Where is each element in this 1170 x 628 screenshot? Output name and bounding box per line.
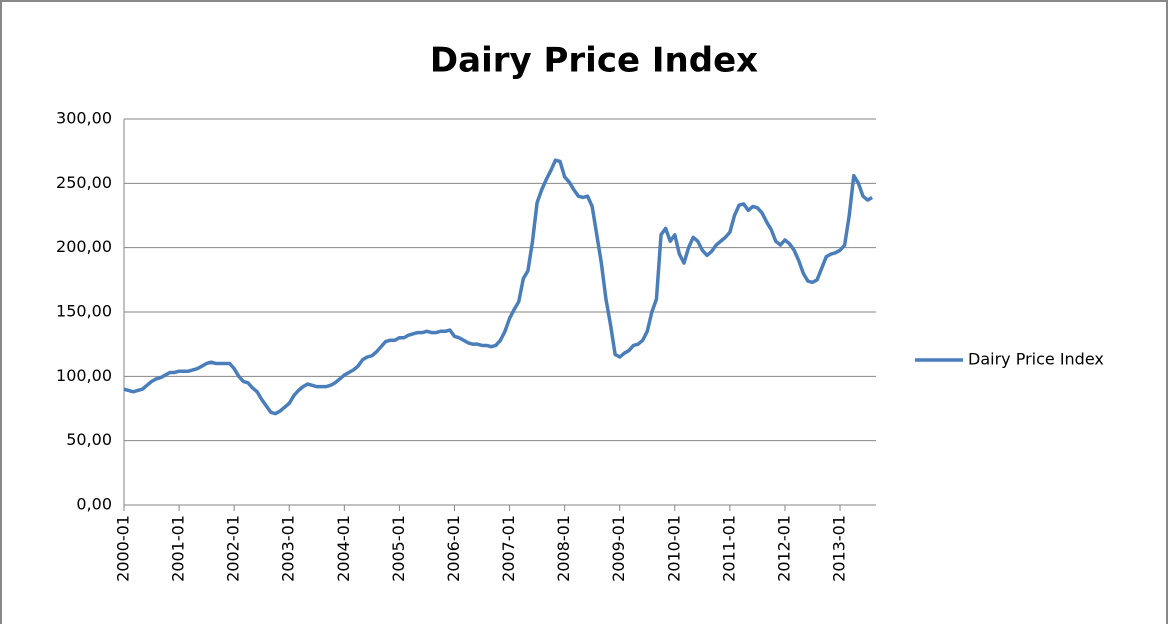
x-tick-label: 2009-01 [609,515,628,582]
x-tick-label: 2000-01 [114,515,133,582]
y-tick-label: 0,00 [76,495,112,514]
x-tick-label: 2012-01 [774,515,793,582]
data-line [123,158,874,416]
x-tick-label: 2001-01 [169,515,188,582]
x-tick-label: 2003-01 [279,515,298,582]
chart-title: Dairy Price Index [430,41,758,81]
y-tick-label: 200,00 [56,237,112,256]
x-tick-label: 2011-01 [719,515,738,582]
x-tick-label: 2005-01 [389,515,408,582]
y-tick-label: 150,00 [56,302,112,321]
x-tick-label: 2004-01 [334,515,353,582]
y-tick-label: 250,00 [56,173,112,192]
x-tick-label: 2008-01 [554,515,573,582]
y-tick-label: 50,00 [66,430,112,449]
x-tick-label: 2006-01 [444,515,463,582]
y-tick-label: 300,00 [56,109,112,128]
x-tick-label: 2010-01 [664,515,683,582]
x-tick-label: 2002-01 [224,515,243,582]
y-tick-label: 100,00 [56,366,112,385]
x-tick-label: 2013-01 [830,515,849,582]
legend-label: Dairy Price Index [968,350,1104,369]
x-tick-label: 2007-01 [499,515,518,582]
